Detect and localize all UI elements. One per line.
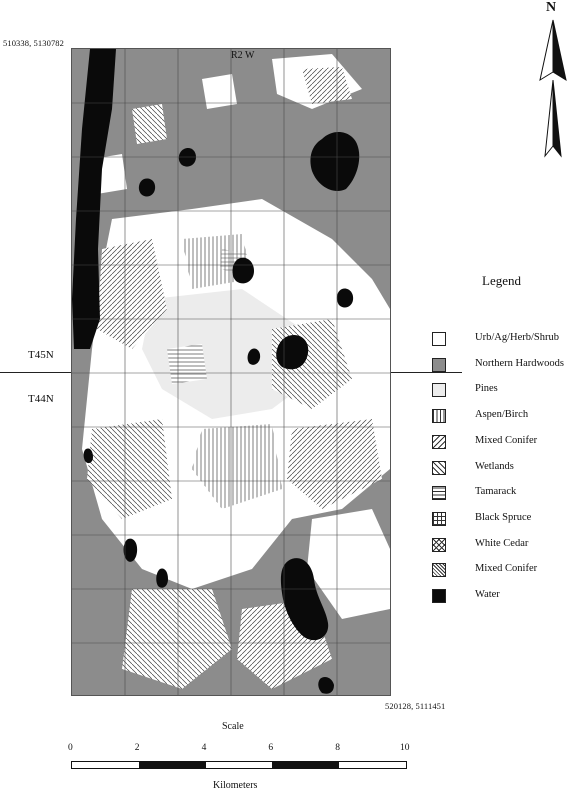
legend-label: Northern Hardwoods <box>475 357 564 369</box>
legend-swatch <box>432 460 446 475</box>
legend-swatch <box>432 486 446 501</box>
legend-label: Mixed Conifer <box>475 563 538 575</box>
legend-label: Water <box>475 589 500 600</box>
legend-label: Pines <box>475 383 498 395</box>
scale-tick-label: 0 <box>68 743 73 753</box>
compass-needle <box>539 19 567 158</box>
corner-coordinate-bottom-right: 520128, 5111451 <box>385 701 446 711</box>
scale-segment <box>205 762 273 768</box>
legend-label: Tamarack <box>475 486 517 498</box>
township-label-south: T44N <box>28 393 54 405</box>
corner-coordinate-top-left: 510338, 5130782 <box>3 38 64 48</box>
legend-label: Mixed Conifer <box>475 434 538 446</box>
scale-segment <box>72 762 139 768</box>
scale-segment <box>272 762 340 768</box>
legend-swatch <box>432 434 446 449</box>
township-label-north: T45N <box>28 349 54 361</box>
legend-swatch <box>432 589 446 603</box>
legend-label: Urb/Ag/Herb/Shrub <box>475 332 559 343</box>
legend-label: White Cedar <box>475 537 529 549</box>
scale-tick-label: 4 <box>201 743 207 753</box>
north-arrow-icon: N <box>536 0 570 160</box>
legend-swatch <box>432 383 446 398</box>
scale-title: Scale <box>222 721 244 732</box>
legend-label: Black Spruce <box>475 511 532 523</box>
scale-tick-label: 6 <box>268 743 274 753</box>
legend-swatch <box>432 357 446 372</box>
legend-label: Wetlands <box>475 460 514 472</box>
legend-swatch <box>432 332 446 346</box>
scale-segment <box>138 762 206 768</box>
legend-swatch <box>432 511 446 526</box>
north-label: N <box>546 0 557 15</box>
range-label: R2 W <box>231 50 255 61</box>
legend-title: Legend <box>482 273 521 288</box>
scale-segment <box>339 762 406 768</box>
scale-unit-label: Kilometers <box>213 780 258 791</box>
legend-swatch <box>432 409 446 424</box>
scale-bar <box>71 761 407 769</box>
scale-tick-label: 10 <box>400 743 410 753</box>
scale-tick-label: 2 <box>134 743 140 753</box>
legend-swatch <box>432 537 446 552</box>
legend-swatch <box>432 563 446 578</box>
scale-tick-label: 8 <box>335 743 340 753</box>
land-cover-map <box>71 48 391 696</box>
legend-label: Aspen/Birch <box>475 409 529 421</box>
land-cover-map-canvas <box>72 49 390 695</box>
